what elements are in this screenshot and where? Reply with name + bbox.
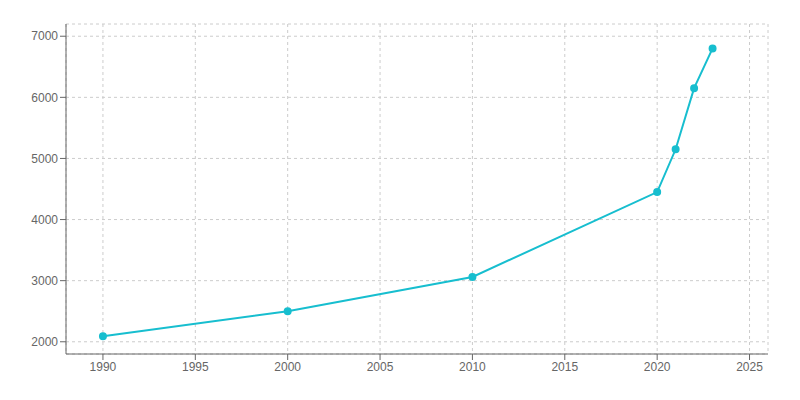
svg-text:7000: 7000 [31, 29, 58, 43]
svg-text:2010: 2010 [459, 360, 486, 374]
svg-text:3000: 3000 [31, 274, 58, 288]
svg-text:2025: 2025 [736, 360, 763, 374]
svg-text:2000: 2000 [31, 335, 58, 349]
svg-text:2020: 2020 [644, 360, 671, 374]
svg-text:2015: 2015 [551, 360, 578, 374]
svg-text:5000: 5000 [31, 152, 58, 166]
svg-text:6000: 6000 [31, 91, 58, 105]
svg-text:1995: 1995 [182, 360, 209, 374]
svg-text:4000: 4000 [31, 213, 58, 227]
svg-text:2000: 2000 [274, 360, 301, 374]
svg-text:2005: 2005 [367, 360, 394, 374]
svg-text:1990: 1990 [90, 360, 117, 374]
